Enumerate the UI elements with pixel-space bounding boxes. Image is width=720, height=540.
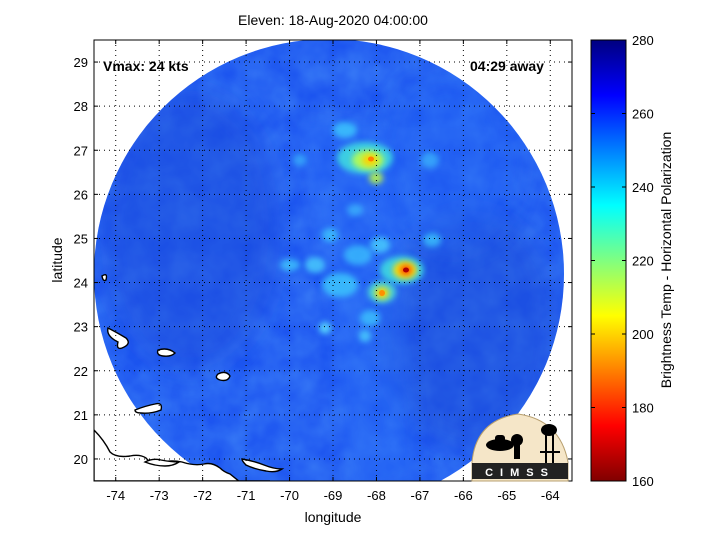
turks-island [107,326,129,350]
lon-tick-label: -66 [454,488,473,503]
central-convection [380,256,424,284]
lat-tick-label: 24 [74,276,88,291]
lon-tick-label: -70 [280,488,299,503]
map-area [94,40,572,481]
lat-tick-label: 23 [74,320,88,335]
lon-tick-label: -67 [411,488,430,503]
lat-tick-label: 28 [74,99,88,114]
colorbar-tick-label: 260 [632,107,654,122]
lon-tick-label: -68 [367,488,386,503]
cimss-logo: CIMSS [471,413,569,482]
vmax-text: Vmax: 24 kts [103,58,189,74]
lon-tick-label: -73 [150,488,169,503]
lon-tick-label: -69 [324,488,343,503]
colorbar-tick-label: 240 [632,180,654,195]
away-time-text: 04:29 away [470,58,544,74]
scattered-convection-cells [322,273,358,297]
lat-tick-label: 26 [74,187,88,202]
lon-tick-label: -64 [541,488,560,503]
map-title: Eleven: 18-Aug-2020 04:00:00 [238,12,428,28]
secondary-convection [368,281,396,303]
lon-tick-label: -65 [497,488,516,503]
lat-tick-label: 27 [74,143,88,158]
brightness-swath [94,40,564,481]
colorbar: 160 180 200 220 240 260 280 [590,33,654,489]
lat-ticks: 20 21 22 23 24 25 26 27 28 29 [74,55,572,467]
lat-tick-label: 21 [74,408,88,423]
cimss-logo-text: CIMSS [485,467,555,479]
y-axis-label-text: latitude [49,237,65,283]
colorbar-label-text: Brightness Temp - Horizontal Polarizatio… [658,131,674,389]
map-grid [94,40,572,481]
lat-tick-label: 29 [74,55,88,70]
colorbar-tick-label: 160 [632,474,654,489]
caicos-island [101,273,108,282]
acklins-island [156,348,177,357]
caicos-bank [134,402,163,414]
lat-tick-label: 22 [74,364,88,379]
colorbar-ticks: 160 180 200 220 240 260 280 [591,33,654,489]
lat-tick-label: 25 [74,231,88,246]
lon-tick-label: -74 [106,488,125,503]
puerto-rico-coast [241,458,285,473]
colorbar-tick-label: 180 [632,401,654,416]
inagua-island [215,371,231,382]
lat-tick-label: 20 [74,452,88,467]
colorbar-tick-label: 280 [632,33,654,48]
colorbar-gradient [590,39,627,482]
lon-tick-label: -72 [193,488,212,503]
colorbar-tick-label: 200 [632,327,654,342]
x-axis-label: longitude [304,509,362,525]
colorbar-tick-label: 220 [632,254,654,269]
lon-tick-label: -71 [237,488,256,503]
